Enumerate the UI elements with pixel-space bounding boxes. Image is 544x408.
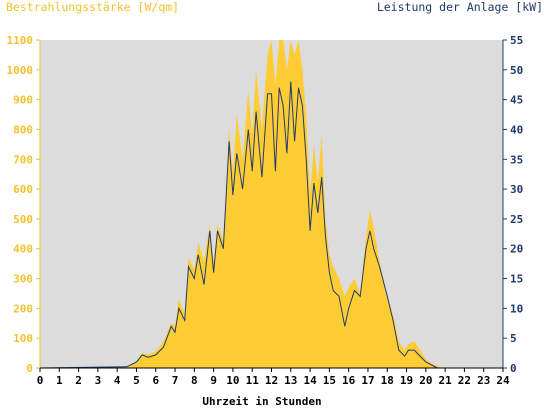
y-left-tick-label: 1000: [7, 64, 34, 77]
x-tick-label: 17: [361, 374, 374, 387]
x-tick-label: 12: [265, 374, 278, 387]
x-tick-label: 14: [303, 374, 317, 387]
x-tick-label: 20: [419, 374, 432, 387]
x-tick-label: 24: [496, 374, 510, 387]
x-tick-label: 19: [400, 374, 413, 387]
x-tick-label: 6: [152, 374, 159, 387]
x-tick-label: 11: [246, 374, 260, 387]
y-right-tick-label: 0: [510, 362, 517, 375]
x-tick-label: 1: [56, 374, 63, 387]
y-right-tick-label: 10: [510, 302, 523, 315]
y-right-tick-label: 15: [510, 273, 523, 286]
x-tick-label: 5: [133, 374, 140, 387]
x-tick-label: 10: [226, 374, 239, 387]
x-tick-label: 2: [75, 374, 82, 387]
irradiance-area: [40, 40, 503, 368]
y-left-tick-label: 500: [13, 213, 33, 226]
y-right-tick-label: 20: [510, 243, 523, 256]
x-tick-label: 3: [95, 374, 102, 387]
y-left-tick-label: 0: [26, 362, 33, 375]
tick-group: 0100200300400500600700800900100011000510…: [7, 34, 524, 387]
y-left-tick-label: 600: [13, 183, 33, 196]
y-left-tick-label: 400: [13, 243, 33, 256]
x-tick-label: 15: [323, 374, 336, 387]
x-tick-label: 22: [458, 374, 471, 387]
x-tick-label: 18: [381, 374, 394, 387]
power-line: [39, 81, 503, 369]
y-right-tick-label: 35: [510, 153, 523, 166]
x-tick-label: 4: [114, 374, 121, 387]
x-tick-label: 23: [477, 374, 490, 387]
x-tick-label: 16: [342, 374, 356, 387]
y-right-tick-label: 5: [510, 332, 517, 345]
y-right-tick-label: 40: [510, 123, 523, 136]
x-tick-label: 0: [37, 374, 44, 387]
x-tick-label: 21: [439, 374, 453, 387]
x-tick-label: 9: [210, 374, 217, 387]
x-axis-label: Uhrzeit in Stunden: [202, 395, 321, 408]
y-left-tick-label: 1100: [7, 34, 34, 47]
y-right-tick-label: 55: [510, 34, 523, 47]
y-right-tick-label: 25: [510, 213, 523, 226]
y-left-tick-label: 100: [13, 332, 33, 345]
y-right-tick-label: 45: [510, 94, 523, 107]
y-left-tick-label: 200: [13, 302, 33, 315]
x-tick-label: 13: [284, 374, 297, 387]
y-right-tick-label: 30: [510, 183, 523, 196]
y-left-tick-label: 300: [13, 273, 33, 286]
right-axis-title: Leistung der Anlage [kW]: [377, 0, 543, 14]
x-tick-label: 7: [172, 374, 179, 387]
y-left-tick-label: 800: [13, 123, 33, 136]
y-left-tick-label: 900: [13, 94, 33, 107]
y-left-tick-label: 700: [13, 153, 33, 166]
y-right-tick-label: 50: [510, 64, 523, 77]
left-axis-title: Bestrahlungsstärke [W/qm]: [6, 0, 179, 14]
x-tick-label: 8: [191, 374, 198, 387]
